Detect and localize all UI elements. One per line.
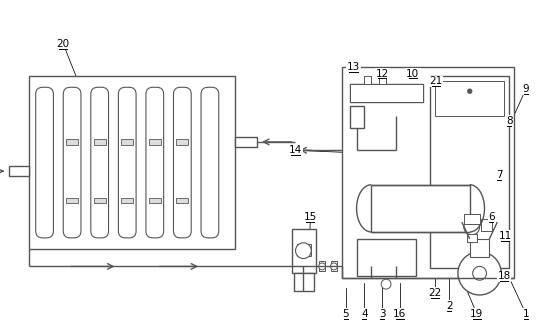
Circle shape <box>464 219 480 235</box>
Text: 16: 16 <box>393 309 406 319</box>
Text: 5: 5 <box>343 309 349 319</box>
Bar <box>342 67 514 278</box>
Bar <box>296 244 311 256</box>
Text: 12: 12 <box>376 68 389 78</box>
Bar <box>430 76 509 268</box>
Bar <box>177 198 188 203</box>
Bar <box>364 76 371 84</box>
Circle shape <box>381 279 391 289</box>
Circle shape <box>295 243 311 259</box>
Text: 3: 3 <box>379 309 385 319</box>
Bar <box>350 84 423 102</box>
FancyBboxPatch shape <box>36 87 54 238</box>
Text: 20: 20 <box>57 39 70 49</box>
Circle shape <box>331 263 337 270</box>
Bar <box>177 139 188 145</box>
Bar <box>435 81 504 116</box>
Text: 15: 15 <box>304 212 317 222</box>
Bar <box>371 185 470 232</box>
Circle shape <box>473 266 487 280</box>
Bar <box>121 198 133 203</box>
Bar <box>344 262 350 271</box>
Bar <box>235 137 257 147</box>
FancyBboxPatch shape <box>118 87 136 238</box>
Bar <box>467 234 476 242</box>
Bar <box>350 84 423 102</box>
Bar <box>319 262 325 271</box>
Bar <box>350 106 364 128</box>
Bar <box>481 219 492 231</box>
Text: 19: 19 <box>470 309 483 319</box>
Text: 10: 10 <box>406 68 419 78</box>
Text: 21: 21 <box>430 76 443 86</box>
Text: 13: 13 <box>347 62 360 72</box>
FancyBboxPatch shape <box>201 87 219 238</box>
FancyBboxPatch shape <box>146 87 164 238</box>
Bar <box>66 139 78 145</box>
Text: 7: 7 <box>496 170 502 180</box>
Bar <box>121 139 133 145</box>
Bar <box>94 198 106 203</box>
Text: 18: 18 <box>498 271 511 281</box>
Bar <box>29 76 235 249</box>
Circle shape <box>343 263 350 270</box>
Bar <box>149 198 160 203</box>
Bar <box>66 198 78 203</box>
Text: 11: 11 <box>499 231 512 241</box>
Bar <box>9 166 29 176</box>
Bar <box>357 239 416 276</box>
Circle shape <box>468 89 472 93</box>
FancyBboxPatch shape <box>91 87 108 238</box>
Text: 14: 14 <box>289 145 302 155</box>
Text: 2: 2 <box>446 301 453 311</box>
Bar <box>331 262 337 271</box>
Bar <box>464 214 480 224</box>
Text: 9: 9 <box>522 84 529 94</box>
Text: 6: 6 <box>488 212 495 222</box>
FancyBboxPatch shape <box>173 87 191 238</box>
Text: 1: 1 <box>522 309 529 319</box>
Bar <box>292 229 316 273</box>
Text: 4: 4 <box>361 309 367 319</box>
FancyBboxPatch shape <box>63 87 81 238</box>
Text: 22: 22 <box>429 288 442 298</box>
Bar <box>470 239 489 257</box>
Bar <box>94 139 106 145</box>
Bar <box>294 273 314 291</box>
Circle shape <box>319 263 326 270</box>
Text: 8: 8 <box>506 116 512 126</box>
Bar <box>379 76 386 84</box>
Circle shape <box>458 252 501 295</box>
Bar <box>149 139 160 145</box>
